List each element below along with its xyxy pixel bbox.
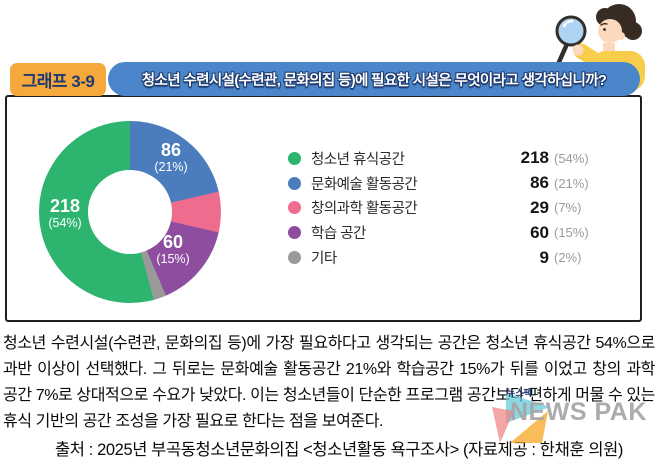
legend-item-etc: 기타 9 (2%) bbox=[288, 245, 602, 270]
legend-item-rest-space: 청소년 휴식공간 218 (54%) bbox=[288, 146, 602, 171]
slice-label-study-space: 60 (15%) bbox=[145, 232, 201, 267]
slice-percent: (21%) bbox=[154, 159, 188, 174]
slice-value: 60 bbox=[162, 232, 184, 252]
legend-percent: (21%) bbox=[554, 175, 589, 191]
legend-label: 기타 bbox=[311, 251, 337, 268]
legend-swatch bbox=[288, 176, 301, 190]
person-head bbox=[596, 4, 642, 43]
legend-percent: (15%) bbox=[554, 225, 589, 241]
graph-number-badge: 그래프 3-9 bbox=[10, 63, 106, 96]
legend-value: 86 bbox=[530, 173, 549, 193]
donut-hole bbox=[88, 170, 172, 254]
legend-swatch bbox=[288, 151, 301, 165]
slice-percent: (54%) bbox=[48, 215, 82, 230]
legend-label: 청소년 휴식공간 bbox=[311, 151, 405, 168]
slice-label-rest-space: 218 (54%) bbox=[37, 196, 93, 231]
slice-value: 86 bbox=[160, 140, 182, 160]
source-caption: 출처 : 2025년 부곡동청소년문화의집 <청소년활동 욕구조사> (자료제공… bbox=[55, 441, 623, 459]
legend-value: 218 bbox=[520, 148, 549, 168]
legend-swatch bbox=[288, 226, 301, 240]
legend-value: 9 bbox=[539, 247, 549, 267]
slice-label-culture-art: 86 (21%) bbox=[143, 140, 199, 175]
legend-percent: (7%) bbox=[554, 200, 582, 216]
legend: 청소년 휴식공간 218 (54%) 문화예술 활동공간 86 (21%) 창의… bbox=[288, 146, 602, 270]
slice-percent: (15%) bbox=[156, 251, 190, 266]
legend-item-creative-science: 창의과학 활동공간 29 (7%) bbox=[288, 196, 602, 221]
legend-item-culture-art: 문화예술 활동공간 86 (21%) bbox=[288, 171, 602, 196]
survey-question-title: 청소년 수련시설(수련관, 문화의집 등)에 필요한 시설은 무엇이라고 생각하… bbox=[108, 62, 640, 96]
donut-chart: 218 (54%) 86 (21%) 60 (15%) bbox=[39, 121, 221, 303]
legend-item-study-space: 학습 공간 60 (15%) bbox=[288, 220, 602, 245]
legend-label: 창의과학 활동공간 bbox=[311, 201, 418, 218]
slice-value: 218 bbox=[49, 196, 81, 216]
magnifier-icon bbox=[555, 15, 587, 65]
legend-value: 29 bbox=[530, 197, 549, 217]
analysis-paragraph: 청소년 수련시설(수련관, 문화의집 등)에 가장 필요하다고 생각되는 공간은… bbox=[3, 335, 655, 430]
legend-label: 학습 공간 bbox=[311, 226, 366, 243]
legend-percent: (54%) bbox=[554, 150, 589, 166]
legend-swatch bbox=[288, 201, 301, 215]
legend-value: 60 bbox=[530, 222, 549, 242]
legend-percent: (2%) bbox=[554, 250, 582, 266]
legend-swatch bbox=[288, 251, 301, 265]
legend-label: 문화예술 활동공간 bbox=[311, 176, 418, 193]
